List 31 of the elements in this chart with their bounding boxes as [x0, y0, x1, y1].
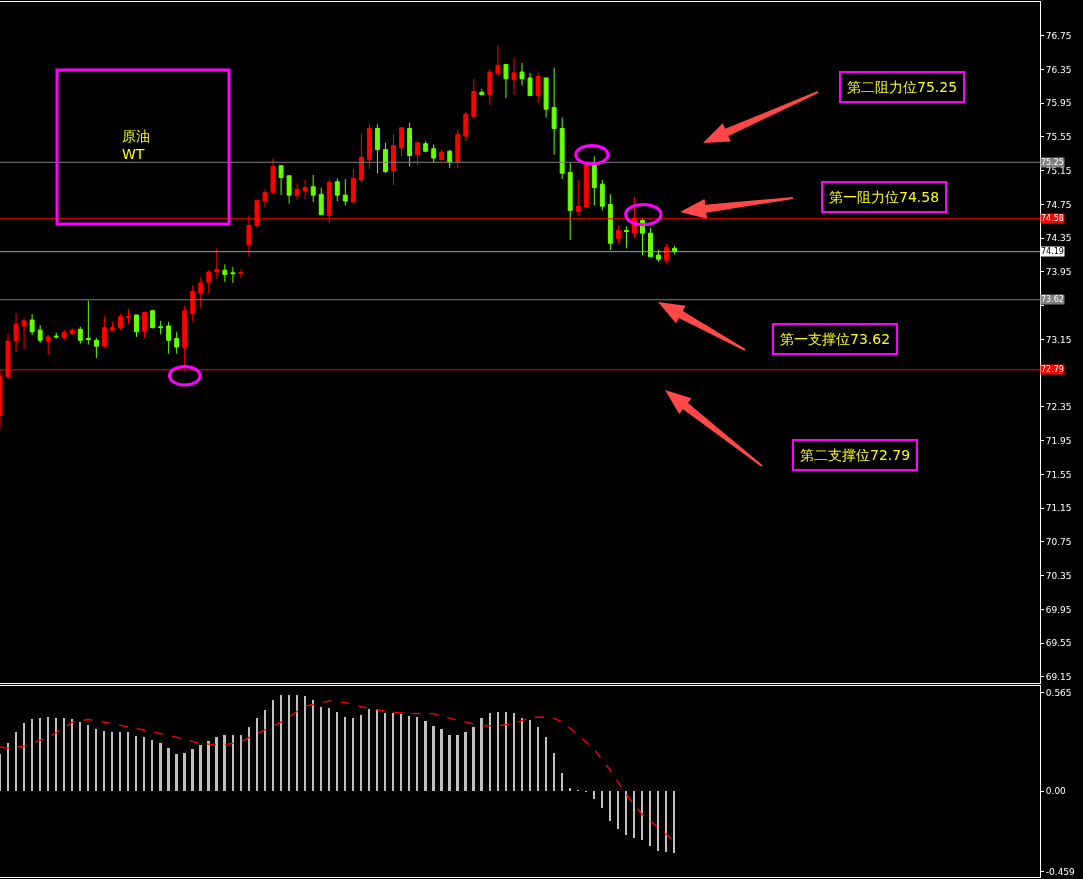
annotation: 第二阻力位75.25 [847, 79, 958, 95]
y-tick-label: 75.15 [1045, 165, 1072, 176]
y-tick-label: 75.55 [1045, 132, 1072, 143]
ref-line-label: 73.62 [1041, 295, 1064, 304]
annotation: 原油 WT [122, 128, 150, 163]
ref-line-label: 74.58 [1041, 214, 1064, 223]
y-tick-label: 74.35 [1045, 233, 1072, 244]
annotation: 第一阻力位74.58 [829, 189, 940, 205]
y-tick-label: 74.75 [1045, 199, 1072, 210]
y-tick-label: 72.35 [1045, 402, 1072, 413]
y-tick-label: 71.15 [1045, 503, 1072, 514]
ref-line-label: 72.79 [1041, 365, 1064, 374]
y-tick-label: 71.95 [1045, 435, 1072, 446]
annotation: 第一支撑位73.62 [780, 331, 891, 347]
y-tick-label: 71.55 [1045, 469, 1072, 480]
y-tick-label: 69.95 [1045, 604, 1072, 615]
ref-line-label: 74.19 [1041, 247, 1064, 256]
y-tick-label: 69.15 [1045, 672, 1072, 682]
y-tick-label: 69.55 [1045, 638, 1072, 649]
y-tick-label: 0.565 [1045, 687, 1072, 698]
y-tick-label: 75.95 [1045, 98, 1072, 109]
annotation: 第二支撑位72.79 [800, 447, 911, 463]
y-tick-label: -0.459 [1045, 866, 1076, 877]
ref-line-label: 75.25 [1041, 158, 1064, 167]
y-tick-label: 76.75 [1045, 30, 1072, 41]
y-tick-label: 70.35 [1045, 570, 1072, 581]
y-tick-label: 73.95 [1045, 267, 1072, 278]
y-tick-label: 0.00 [1045, 786, 1067, 797]
y-tick-label: 76.35 [1045, 64, 1072, 75]
y-tick-label: 73.15 [1045, 334, 1072, 345]
y-tick-label: 70.75 [1045, 537, 1072, 548]
